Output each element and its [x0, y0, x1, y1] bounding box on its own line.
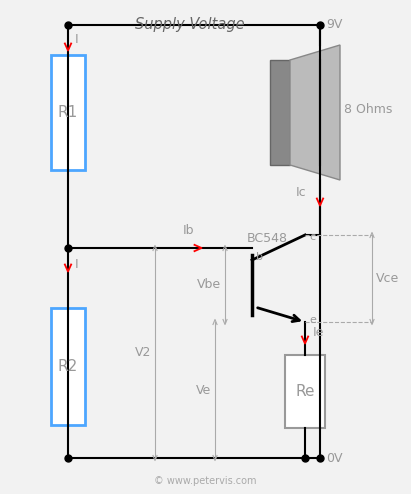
Text: Vce: Vce	[376, 272, 399, 285]
Text: b: b	[256, 252, 263, 262]
Text: e: e	[309, 315, 316, 325]
Text: Ib: Ib	[182, 224, 194, 237]
Bar	[270, 60, 290, 165]
Bar	[51, 308, 85, 425]
Text: R2: R2	[58, 359, 78, 374]
Text: Ic: Ic	[296, 186, 306, 199]
Text: Re: Re	[295, 384, 315, 399]
Bar	[51, 55, 85, 170]
Text: V2: V2	[135, 346, 151, 360]
Text: I: I	[75, 34, 79, 46]
Bar	[285, 355, 325, 428]
Text: 8 Ohms: 8 Ohms	[344, 104, 393, 117]
Text: Ve: Ve	[196, 383, 211, 397]
Text: © www.petervis.com: © www.petervis.com	[154, 476, 256, 486]
Text: Supply Voltage: Supply Voltage	[135, 17, 245, 32]
Text: R1: R1	[58, 105, 78, 120]
Text: Ie: Ie	[313, 326, 324, 338]
Text: BC548: BC548	[247, 232, 288, 245]
Text: I: I	[75, 258, 79, 272]
Text: 9V: 9V	[326, 18, 342, 32]
Text: c: c	[309, 232, 315, 242]
Polygon shape	[290, 45, 340, 180]
Text: 0V: 0V	[326, 452, 342, 464]
Text: Vbe: Vbe	[197, 279, 221, 291]
